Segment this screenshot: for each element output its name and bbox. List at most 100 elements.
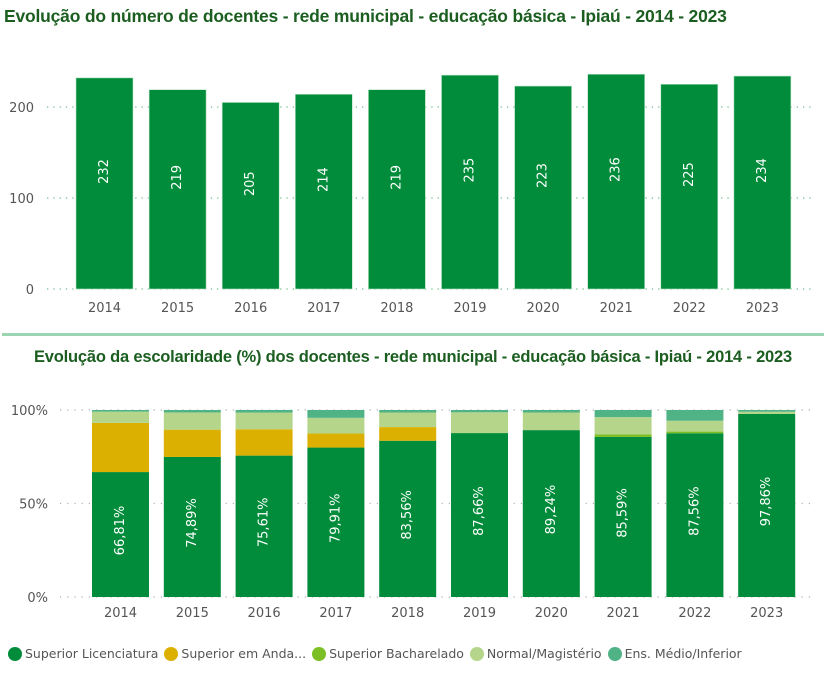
y-tick-label: 200 <box>9 101 34 116</box>
segment-2017-1[interactable] <box>307 433 365 448</box>
y-tick-label: 0 <box>26 283 34 298</box>
y-tick-label: 100 <box>9 192 34 207</box>
bar-value-label: 225 <box>682 162 697 187</box>
legend-label: Superior em Anda... <box>181 646 307 661</box>
segment-2014-4[interactable] <box>92 410 149 412</box>
x-tick-label: 2020 <box>527 301 560 316</box>
segment-2023-4[interactable] <box>738 410 796 412</box>
segment-2018-0[interactable] <box>379 440 437 597</box>
x-tick-label: 2023 <box>746 301 779 316</box>
x-tick-label: 2018 <box>380 301 413 316</box>
x-tick-label: 2014 <box>88 301 121 316</box>
x-tick-label: 2020 <box>535 606 568 621</box>
x-tick-label: 2015 <box>176 606 209 621</box>
bar-value-label: 219 <box>170 165 185 190</box>
segment-2020-0[interactable] <box>522 430 580 597</box>
legend-label: Normal/Magistério <box>486 646 602 661</box>
segment-2019-0[interactable] <box>451 433 508 597</box>
segment-2019-3[interactable] <box>451 412 508 434</box>
segment-2022-3[interactable] <box>666 420 724 432</box>
bar-value-label: 234 <box>755 158 770 183</box>
segment-2015-0[interactable] <box>163 456 221 597</box>
chart-title-teachers-count: Evolução do número de docentes - rede mu… <box>4 6 727 26</box>
segment-2014-3[interactable] <box>92 411 149 423</box>
bar-value-label: 205 <box>243 171 258 196</box>
segment-2017-4[interactable] <box>307 410 365 418</box>
legend-dot-icon <box>469 646 484 661</box>
x-tick-label: 2014 <box>104 606 137 621</box>
segment-2023-3[interactable] <box>738 411 796 415</box>
segment-2018-3[interactable] <box>379 412 437 428</box>
bar-2015[interactable] <box>148 89 207 290</box>
bar-2020[interactable] <box>514 85 572 290</box>
legend-item[interactable]: Superior em Anda... <box>164 646 306 661</box>
bar-value-label: 75,61% <box>257 498 272 548</box>
segment-2022-2[interactable] <box>666 431 724 434</box>
x-tick-label: 2021 <box>600 301 633 316</box>
x-tick-label: 2022 <box>678 606 711 621</box>
segment-2022-4[interactable] <box>666 410 724 421</box>
bar-value-label: 235 <box>463 158 478 183</box>
bar-2019[interactable] <box>441 74 499 290</box>
legend-item[interactable]: Ens. Médio/Inferior <box>607 646 742 661</box>
segment-2017-0[interactable] <box>307 447 365 597</box>
segment-2014-0[interactable] <box>92 472 149 597</box>
x-tick-label: 2023 <box>750 606 783 621</box>
segment-2021-3[interactable] <box>594 417 652 435</box>
bar-value-label: 66,81% <box>113 506 128 556</box>
bar-value-label: 74,89% <box>185 498 200 548</box>
legend-item[interactable]: Normal/Magistério <box>469 646 602 661</box>
bar-2017[interactable] <box>294 93 353 290</box>
segment-2015-3[interactable] <box>163 412 221 430</box>
bar-2014[interactable] <box>75 77 134 290</box>
bar-2021[interactable] <box>587 73 646 290</box>
chart-legend: Superior Licenciatura Superior em Anda...… <box>8 646 748 661</box>
x-tick-label: 2022 <box>673 301 706 316</box>
segment-2015-4[interactable] <box>163 410 221 413</box>
legend-item[interactable]: Superior Bacharelado <box>312 646 464 661</box>
bar-value-label: 236 <box>609 157 624 182</box>
segment-2021-4[interactable] <box>594 410 652 418</box>
legend-dot-icon <box>8 646 22 661</box>
segment-2023-0[interactable] <box>738 414 796 597</box>
segment-2021-0[interactable] <box>594 436 652 597</box>
segment-2020-3[interactable] <box>522 412 580 431</box>
bar-value-label: 85,59% <box>616 488 631 538</box>
teachers-count-chart: 0 100 200 232 2014 219 2015 205 2016 214 2017 219 20… <box>9 73 815 316</box>
legend-item[interactable]: Superior Licenciatura <box>8 646 158 661</box>
bar-value-label: 232 <box>97 159 112 184</box>
x-tick-label: 2021 <box>607 606 640 621</box>
segment-2016-1[interactable] <box>235 429 293 456</box>
segment-2020-4[interactable] <box>522 410 580 413</box>
segment-2016-4[interactable] <box>235 410 293 413</box>
x-tick-label: 2017 <box>319 606 352 621</box>
bar-value-label: 87,56% <box>687 486 702 536</box>
segment-2018-1[interactable] <box>379 427 437 441</box>
legend-dot-icon <box>607 646 622 661</box>
bar-2023[interactable] <box>733 75 792 290</box>
segment-2018-4[interactable] <box>379 410 437 413</box>
bar-value-label: 83,56% <box>400 490 415 540</box>
segment-2017-3[interactable] <box>307 417 365 434</box>
x-tick-label: 2018 <box>391 606 424 621</box>
segment-2016-3[interactable] <box>235 412 293 430</box>
bar-2016[interactable] <box>221 102 280 290</box>
bar-value-label: 214 <box>316 167 331 192</box>
bar-2018[interactable] <box>368 89 426 290</box>
y-tick-label: 0% <box>27 591 48 606</box>
segment-2022-0[interactable] <box>666 433 724 597</box>
x-tick-label: 2016 <box>248 606 281 621</box>
segment-2019-4[interactable] <box>451 410 508 413</box>
segment-2021-2[interactable] <box>594 434 652 437</box>
chart-title-education-level: Evolução da escolaridade (%) dos docente… <box>33 348 792 366</box>
section-divider <box>2 333 824 336</box>
segment-2015-1[interactable] <box>163 429 221 457</box>
bar-2022[interactable] <box>660 83 719 290</box>
segment-2016-0[interactable] <box>235 455 293 597</box>
legend-label: Ens. Médio/Inferior <box>624 646 742 661</box>
legend-label: Superior Licenciatura <box>25 646 159 661</box>
bar-value-label: 219 <box>389 165 404 190</box>
legend-label: Superior Bacharelado <box>329 646 464 661</box>
segment-2014-1[interactable] <box>92 422 149 473</box>
education-level-chart: 0% 50% 100% 66,81% 2014 74,89% 2015 75,61% 2016 7… <box>11 404 815 621</box>
